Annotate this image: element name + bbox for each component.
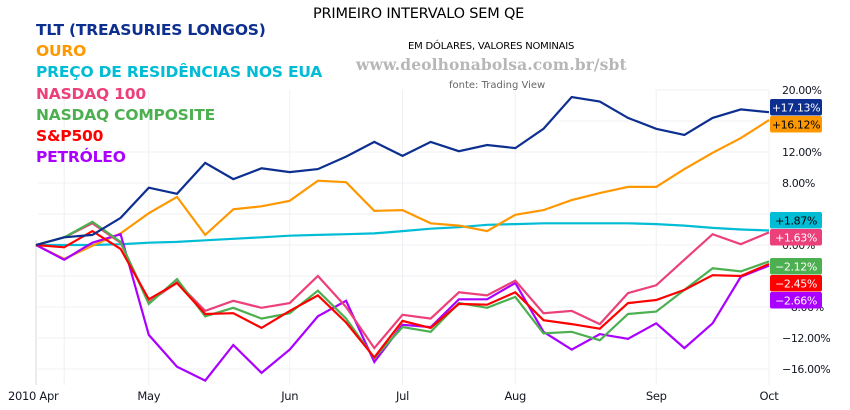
x-axis-tick-labels: 2010 Apr May Jun Jul Aug Sep Oct bbox=[8, 389, 780, 403]
x-tick-label: Oct bbox=[760, 389, 780, 403]
x-tick-label: Sep bbox=[646, 389, 667, 403]
y-tick-label: −16.00% bbox=[782, 363, 830, 376]
y-tick-label: 8.00% bbox=[782, 177, 815, 190]
series-lines bbox=[35, 95, 770, 382]
badge-background bbox=[770, 99, 822, 116]
badge-value: +16.12% bbox=[772, 119, 820, 132]
x-tick-label: Aug bbox=[504, 389, 526, 403]
badge-value: +1.87% bbox=[775, 215, 817, 228]
last-value-badge: −2.12% bbox=[770, 258, 822, 275]
last-value-badge: +1.87% bbox=[770, 212, 822, 229]
last-value-badges: +17.13% +16.12% +1.87% +1.63% −2.12% −2.45% −2… bbox=[770, 99, 822, 309]
series-line-petr-leo bbox=[35, 232, 770, 382]
source-note: fonte: Trading View bbox=[449, 80, 546, 91]
badge-background bbox=[770, 275, 822, 292]
badge-value: −2.66% bbox=[775, 295, 817, 308]
horizontal-gridlines bbox=[38, 89, 769, 370]
badge-background bbox=[770, 116, 822, 133]
series-line-nasdaq-composite bbox=[35, 220, 770, 360]
badge-value: −2.45% bbox=[775, 278, 817, 291]
y-tick-label: 12.00% bbox=[782, 146, 822, 159]
x-tick-label: Jul bbox=[395, 389, 409, 403]
series-line-s-p500 bbox=[35, 229, 770, 360]
last-value-badge: +1.63% bbox=[770, 229, 822, 246]
y-tick-label: −12.00% bbox=[782, 332, 830, 345]
badge-value: +1.63% bbox=[775, 232, 817, 245]
series-line-pre-o-de-resid-ncias-nos-eua bbox=[36, 222, 770, 247]
last-value-badge: −2.45% bbox=[770, 275, 822, 292]
badge-value: +17.13% bbox=[772, 102, 820, 115]
x-tick-label: May bbox=[137, 389, 160, 403]
watermark-url: www.deolhonabolsa.com.br/sbt bbox=[356, 55, 627, 74]
legend-item-nasdaq-composite: NASDAQ COMPOSITE bbox=[36, 105, 215, 124]
legend-item-residencias: PREÇO DE RESIDÊNCIAS NOS EUA bbox=[36, 63, 323, 82]
x-tick-label: Jun bbox=[280, 389, 298, 403]
y-tick-label: 20.00% bbox=[782, 84, 822, 97]
last-value-badge: −2.66% bbox=[770, 292, 822, 309]
legend-item-sp500: S&P500 bbox=[36, 127, 104, 146]
series-line-tlt-treasuries-longos- bbox=[35, 95, 770, 247]
badge-background bbox=[770, 292, 822, 309]
legend-item-petroleo: PETRÓLEO bbox=[36, 148, 126, 167]
series-line-ouro bbox=[35, 119, 770, 261]
x-tick-label: 2010 Apr bbox=[8, 389, 59, 403]
legend: TLT (TREASURIES LONGOS) OURO PREÇO DE RE… bbox=[36, 20, 322, 168]
legend-item-ouro: OURO bbox=[36, 42, 87, 61]
last-value-badge: +17.13% bbox=[770, 99, 822, 116]
legend-item-nasdaq100: NASDAQ 100 bbox=[36, 84, 146, 103]
chart-title: PRIMEIRO INTERVALO SEM QE bbox=[313, 6, 525, 22]
vertical-gridlines bbox=[63, 90, 770, 385]
badge-value: −2.12% bbox=[775, 261, 817, 274]
badge-background bbox=[770, 212, 822, 229]
legend-item-tlt: TLT (TREASURIES LONGOS) bbox=[36, 21, 266, 39]
chart-subtitle: EM DÓLARES, VALORES NOMINAIS bbox=[408, 41, 575, 52]
badge-background bbox=[770, 258, 822, 275]
badge-background bbox=[770, 229, 822, 246]
last-value-badge: +16.12% bbox=[770, 116, 822, 133]
